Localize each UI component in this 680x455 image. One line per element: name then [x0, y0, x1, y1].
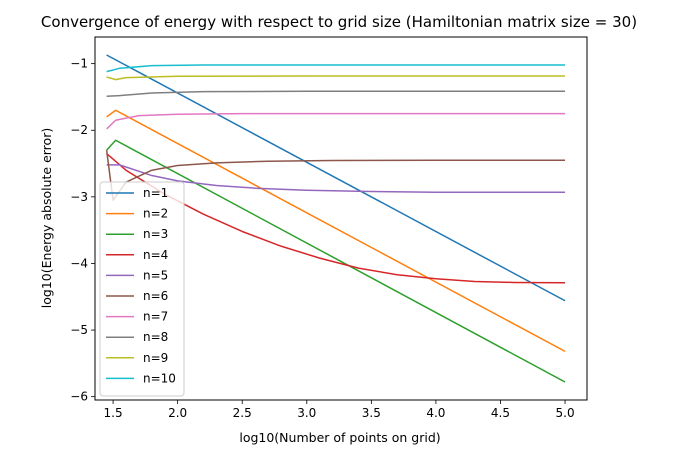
- legend-label-n-7: n=7: [143, 310, 168, 324]
- legend: n=1 n=2 n=3 n=4 n=5 n=6 n=7 n=8 n=9 n=10: [99, 181, 185, 397]
- legend-label-n-2: n=2: [143, 207, 168, 221]
- legend-label-n-4: n=4: [143, 248, 168, 262]
- series-line-n-9: [106, 75, 566, 81]
- legend-label-n-1: n=1: [143, 186, 168, 200]
- x-tick-label: 4.0: [426, 406, 445, 420]
- y-axis-label: log10(Energy absolute error): [39, 128, 54, 308]
- y-tick-label: −6: [70, 390, 88, 404]
- x-tick-label: 1.5: [104, 406, 123, 420]
- x-tick-label: 5.0: [556, 406, 575, 420]
- y-tick-label: −2: [70, 123, 88, 137]
- series-line-n-5: [106, 164, 566, 193]
- series-line-n-8: [106, 90, 566, 98]
- x-tick-label: 3.5: [362, 406, 381, 420]
- chart-title: Convergence of energy with respect to gr…: [41, 13, 637, 31]
- legend-label-n-6: n=6: [143, 289, 168, 303]
- series-line-n-2: [106, 109, 566, 353]
- series-line-n-3: [106, 139, 566, 383]
- ticks-layer: 1.5 2.0 2.5 3.0 3.5 4.0 4.5 5.0 −1 −2 −3 −4 −5 −6: [70, 57, 574, 420]
- x-tick-label: 2.0: [168, 406, 187, 420]
- legend-label-n-3: n=3: [143, 227, 168, 241]
- y-tick-label: −4: [70, 256, 88, 270]
- legend-label-n-10: n=10: [143, 371, 176, 385]
- plot-frame: [94, 36, 588, 401]
- x-axis-label: log10(Number of points on grid): [239, 430, 440, 445]
- x-tick-label: 2.5: [233, 406, 252, 420]
- legend-label-n-8: n=8: [143, 330, 168, 344]
- x-tick-label: 4.5: [491, 406, 510, 420]
- legend-label-n-5: n=5: [143, 268, 168, 282]
- series-line-n-10: [106, 64, 566, 73]
- y-tick-label: −3: [70, 190, 88, 204]
- series-line-n-7: [106, 112, 566, 130]
- x-tick-label: 3.0: [297, 406, 316, 420]
- series-line-n-1: [106, 54, 566, 302]
- y-tick-label: −5: [70, 323, 88, 337]
- y-tick-label: −1: [70, 57, 88, 71]
- legend-label-n-9: n=9: [143, 351, 168, 365]
- legend-box: [99, 181, 185, 397]
